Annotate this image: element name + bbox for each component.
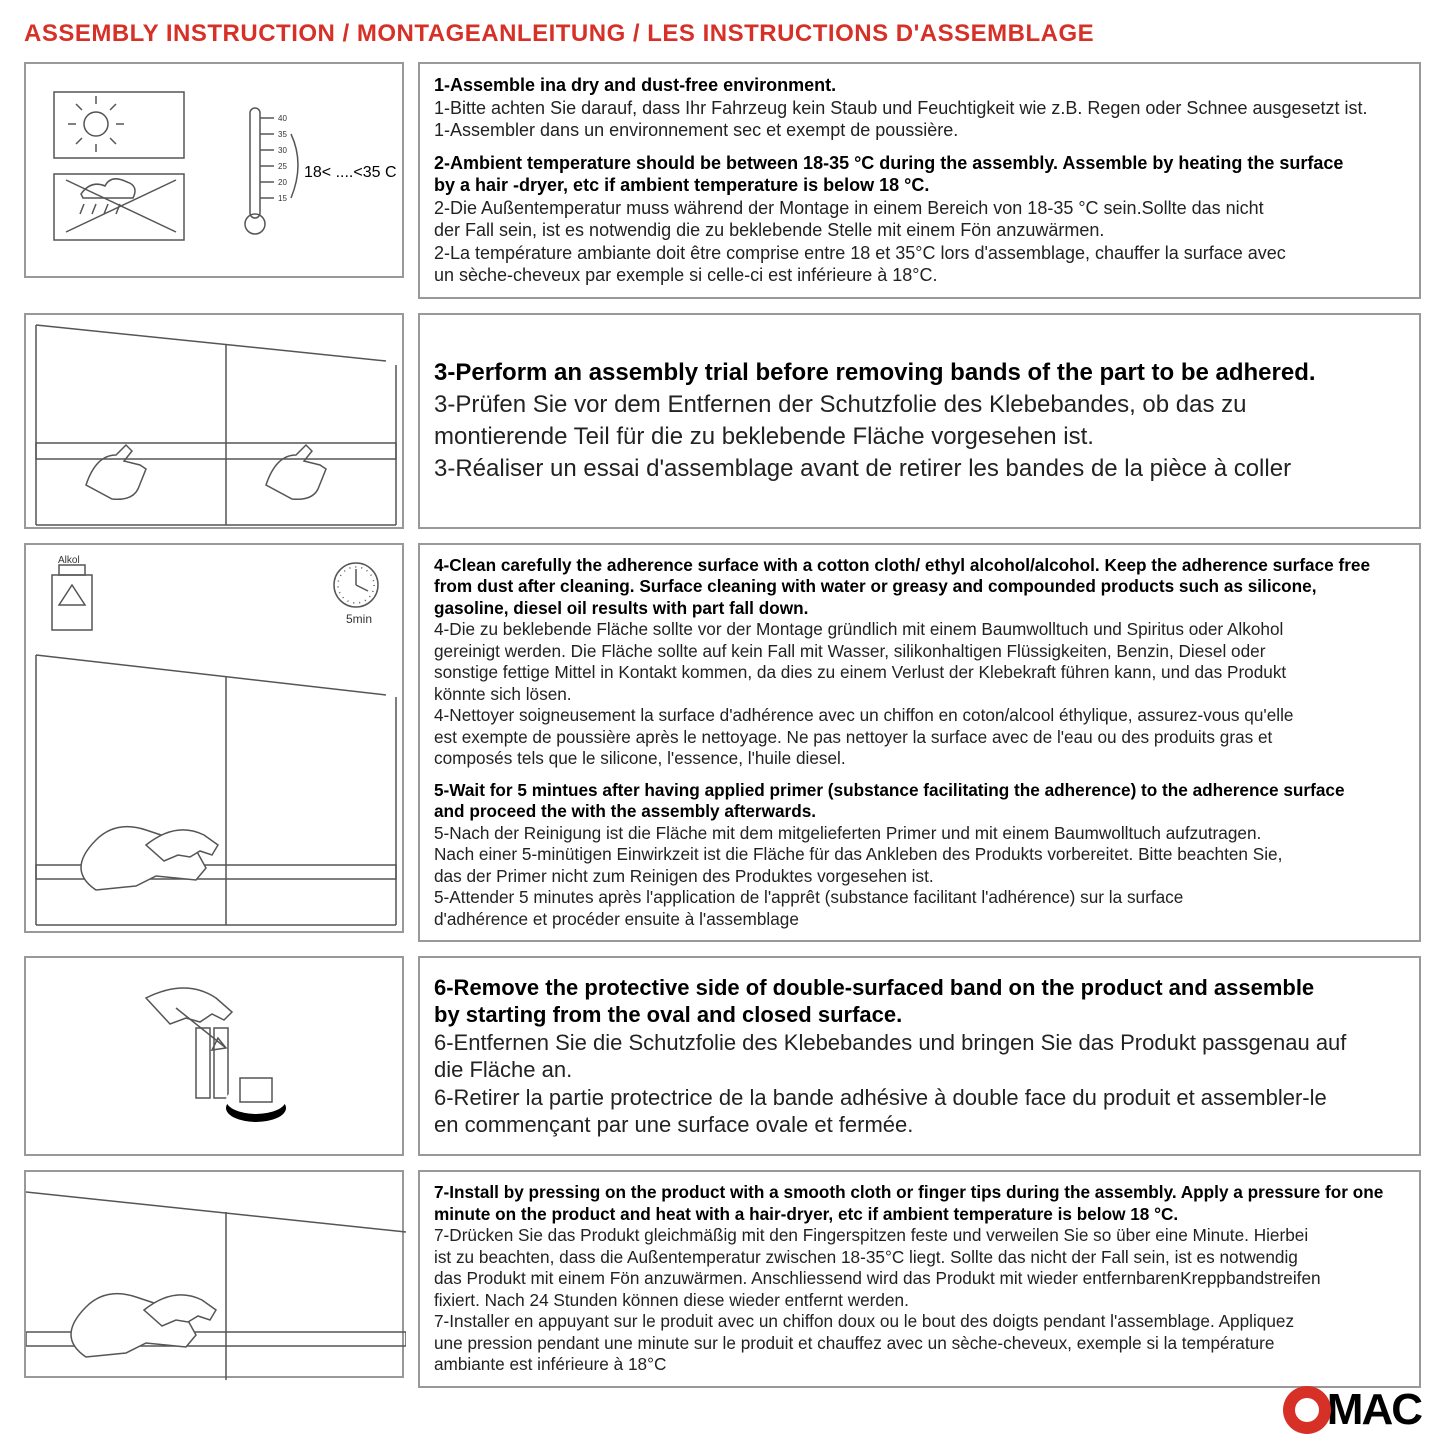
step7-fr1: 7-Installer en appuyant sur le produit a… (434, 1311, 1405, 1333)
step4-fr2: est exempte de poussière après le nettoy… (434, 727, 1405, 749)
step4-en3: gasoline, diesel oil results with part f… (434, 598, 1405, 620)
svg-text:40: 40 (278, 114, 287, 123)
row-step-1-2: 40 35 30 25 20 15 18< ....<35 C 1-Assemb… (24, 62, 1421, 299)
step4-de2: gereinigt werden. Die Fläche sollte auf … (434, 641, 1405, 663)
step7-fr3: ambiante est inférieure à 18°C (434, 1354, 1405, 1376)
step2-fr1: 2-La température ambiante doit être comp… (434, 242, 1405, 265)
text-step-6: 6-Remove the protective side of double-s… (418, 956, 1421, 1156)
step2-en1: 2-Ambient temperature should be between … (434, 152, 1405, 175)
step7-en1: 7-Install by pressing on the product wit… (434, 1182, 1405, 1204)
text-step-3: 3-Perform an assembly trial before remov… (418, 313, 1421, 529)
svg-text:15: 15 (278, 194, 287, 203)
page-title: ASSEMBLY INSTRUCTION / MONTAGEANLEITUNG … (24, 20, 1421, 48)
step3-de1: 3-Prüfen Sie vor dem Entfernen der Schut… (434, 390, 1405, 420)
step6-fr2: en commençant par une surface ovale et f… (434, 1111, 1405, 1139)
row-step-4-5: Alkol 5min 4-Clean carefully the adheren… (24, 543, 1421, 943)
step4-de4: könnte sich lösen. (434, 684, 1405, 706)
step4-en1: 4-Clean carefully the adherence surface … (434, 555, 1405, 577)
svg-text:Alkol: Alkol (58, 555, 80, 566)
temp-range-label: 18< ....<35 C (304, 164, 397, 182)
text-step-4-5: 4-Clean carefully the adherence surface … (418, 543, 1421, 943)
step6-fr1: 6-Retirer la partie protectrice de la ba… (434, 1084, 1405, 1112)
illustration-trial (24, 313, 404, 529)
logo-text: MAC (1327, 1385, 1421, 1435)
step2-fr2: un sèche-cheveux par exemple si celle-ci… (434, 264, 1405, 287)
step5-de1: 5-Nach der Reinigung ist die Fläche mit … (434, 823, 1405, 845)
svg-text:35: 35 (278, 130, 287, 139)
illustration-press (24, 1170, 404, 1378)
step5-de2: Nach einer 5-minütigen Einwirkzeit ist d… (434, 844, 1405, 866)
step3-en: 3-Perform an assembly trial before remov… (434, 358, 1405, 388)
step5-fr2: d'adhérence et procéder ensuite à l'asse… (434, 909, 1405, 931)
step5-de3: das der Primer nicht zum Reinigen des Pr… (434, 866, 1405, 888)
row-step-7: 7-Install by pressing on the product wit… (24, 1170, 1421, 1388)
row-step-6: 6-Remove the protective side of double-s… (24, 956, 1421, 1156)
step3-fr: 3-Réaliser un essai d'assemblage avant d… (434, 454, 1405, 484)
step7-de1: 7-Drücken Sie das Produkt gleichmäßig mi… (434, 1225, 1405, 1247)
step3-de2: montierende Teil für die zu beklebende F… (434, 422, 1405, 452)
svg-text:25: 25 (278, 162, 287, 171)
step5-en2: and proceed the with the assembly afterw… (434, 801, 1405, 823)
step2-en2: by a hair -dryer, etc if ambient tempera… (434, 174, 1405, 197)
step6-en1: 6-Remove the protective side of double-s… (434, 974, 1405, 1002)
step2-de1: 2-Die Außentemperatur muss während der M… (434, 197, 1405, 220)
step1-de: 1-Bitte achten Sie darauf, dass Ihr Fahr… (434, 97, 1405, 120)
step4-de3: sonstige fettige Mittel in Kontakt komme… (434, 662, 1405, 684)
step7-de3: das Produkt mit einem Fön anzuwärmen. An… (434, 1268, 1405, 1290)
text-step-7: 7-Install by pressing on the product wit… (418, 1170, 1421, 1388)
svg-text:5min: 5min (346, 612, 372, 626)
row-step-3: 3-Perform an assembly trial before remov… (24, 313, 1421, 529)
step7-en2: minute on the product and heat with a ha… (434, 1204, 1405, 1226)
step7-de4: fixiert. Nach 24 Stunden können diese wi… (434, 1290, 1405, 1312)
step5-en1: 5-Wait for 5 mintues after having applie… (434, 780, 1405, 802)
svg-text:20: 20 (278, 178, 287, 187)
step6-en2: by starting from the oval and closed sur… (434, 1001, 1405, 1029)
step4-en2: from dust after cleaning. Surface cleani… (434, 576, 1405, 598)
step5-fr1: 5-Attender 5 minutes après l'application… (434, 887, 1405, 909)
step6-de2: die Fläche an. (434, 1056, 1405, 1084)
step4-fr3: composés tels que le silicone, l'essence… (434, 748, 1405, 770)
step1-en: 1-Assemble ina dry and dust-free environ… (434, 74, 1405, 97)
text-step-1-2: 1-Assemble ina dry and dust-free environ… (418, 62, 1421, 299)
illustration-env-temp: 40 35 30 25 20 15 18< ....<35 C (24, 62, 404, 278)
step2-de2: der Fall sein, ist es notwendig die zu b… (434, 219, 1405, 242)
step6-de1: 6-Entfernen Sie die Schutzfolie des Kleb… (434, 1029, 1405, 1057)
brand-logo: MAC (1283, 1385, 1421, 1435)
step4-de1: 4-Die zu beklebende Fläche sollte vor de… (434, 619, 1405, 641)
svg-text:30: 30 (278, 146, 287, 155)
step7-de2: ist zu beachten, dass die Außentemperatu… (434, 1247, 1405, 1269)
logo-o-icon (1283, 1386, 1331, 1434)
illustration-remove-band (24, 956, 404, 1156)
step4-fr1: 4-Nettoyer soigneusement la surface d'ad… (434, 705, 1405, 727)
illustration-clean: Alkol 5min (24, 543, 404, 933)
step7-fr2: une pression pendant une minute sur le p… (434, 1333, 1405, 1355)
step1-fr: 1-Assembler dans un environnement sec et… (434, 119, 1405, 142)
